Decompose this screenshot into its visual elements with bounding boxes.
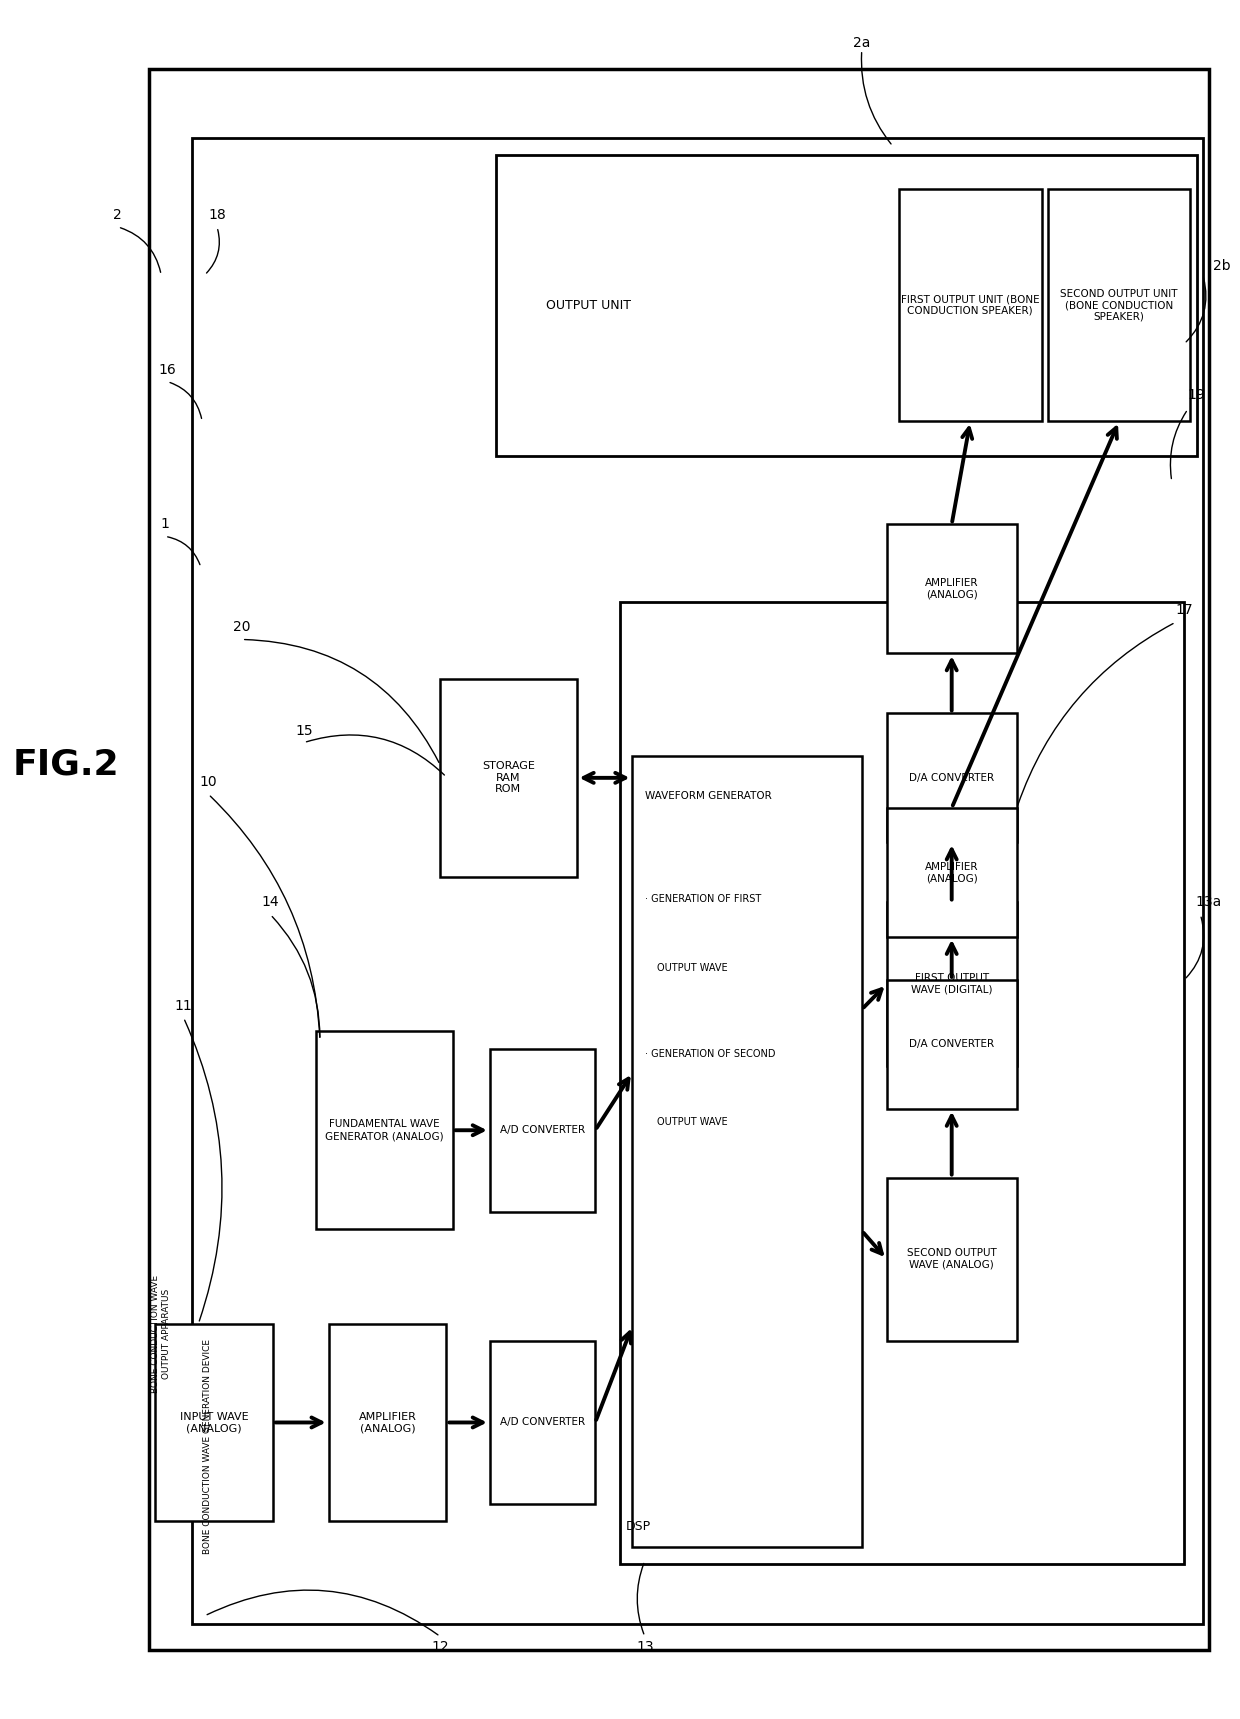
Text: AMPLIFIER
(ANALOG): AMPLIFIER (ANALOG) (358, 1411, 417, 1434)
Bar (496, 155, 1197, 456)
Text: OUTPUT WAVE: OUTPUT WAVE (657, 963, 728, 973)
Text: 17: 17 (1176, 603, 1193, 617)
Bar (887, 713, 1017, 842)
Text: 13a: 13a (1195, 896, 1223, 909)
Bar (899, 189, 1042, 421)
Text: 20: 20 (233, 621, 250, 634)
Text: A/D CONVERTER: A/D CONVERTER (500, 1418, 585, 1427)
Bar (316, 1031, 453, 1229)
Text: FIRST OUTPUT UNIT (BONE
CONDUCTION SPEAKER): FIRST OUTPUT UNIT (BONE CONDUCTION SPEAK… (901, 294, 1039, 316)
Text: FIRST OUTPUT
WAVE (DIGITAL): FIRST OUTPUT WAVE (DIGITAL) (911, 973, 992, 995)
Bar (329, 1324, 446, 1521)
Text: 14: 14 (262, 896, 279, 909)
Text: BONE CONDUCTION WAVE GENERATION DEVICE: BONE CONDUCTION WAVE GENERATION DEVICE (202, 1339, 212, 1554)
Text: 2b: 2b (1213, 260, 1230, 273)
Text: 12: 12 (432, 1640, 449, 1654)
Text: 11: 11 (175, 999, 192, 1012)
Bar (887, 980, 1017, 1109)
Bar (490, 1049, 595, 1212)
Text: SECOND OUTPUT
WAVE (ANALOG): SECOND OUTPUT WAVE (ANALOG) (906, 1248, 997, 1270)
Text: A/D CONVERTER: A/D CONVERTER (500, 1126, 585, 1135)
Bar (632, 756, 862, 1547)
Text: INPUT WAVE
(ANALOG): INPUT WAVE (ANALOG) (180, 1411, 248, 1434)
Text: AMPLIFIER
(ANALOG): AMPLIFIER (ANALOG) (925, 578, 978, 600)
Text: D/A CONVERTER: D/A CONVERTER (909, 1040, 994, 1049)
Text: 15: 15 (295, 724, 312, 737)
Bar (887, 808, 1017, 937)
Text: WAVEFORM GENERATOR: WAVEFORM GENERATOR (645, 791, 771, 801)
Text: 13: 13 (636, 1640, 653, 1654)
Bar (887, 1178, 1017, 1341)
Text: FIG.2: FIG.2 (12, 748, 119, 782)
Text: 19: 19 (1188, 388, 1205, 402)
Text: DSP: DSP (626, 1520, 651, 1533)
Bar (1048, 189, 1190, 421)
Text: 16: 16 (159, 363, 176, 376)
Text: SECOND OUTPUT UNIT
(BONE CONDUCTION
SPEAKER): SECOND OUTPUT UNIT (BONE CONDUCTION SPEA… (1060, 289, 1178, 321)
Text: D/A CONVERTER: D/A CONVERTER (909, 774, 994, 782)
Bar (155, 1324, 273, 1521)
Text: 2a: 2a (853, 36, 870, 50)
Bar (440, 679, 577, 877)
Text: STORAGE
RAM
ROM: STORAGE RAM ROM (482, 762, 534, 794)
Text: 2: 2 (113, 208, 123, 222)
Text: · GENERATION OF FIRST: · GENERATION OF FIRST (645, 894, 761, 904)
Bar (490, 1341, 595, 1504)
Bar (149, 69, 1209, 1650)
Text: 18: 18 (208, 208, 226, 222)
Text: BONE CONDUCTION WAVE
OUTPUT APPARATUS: BONE CONDUCTION WAVE OUTPUT APPARATUS (151, 1275, 171, 1392)
Text: OUTPUT WAVE: OUTPUT WAVE (657, 1117, 728, 1128)
Bar (887, 524, 1017, 653)
Text: 10: 10 (200, 775, 217, 789)
Text: OUTPUT UNIT: OUTPUT UNIT (546, 299, 631, 311)
Bar (192, 138, 1203, 1624)
Text: · GENERATION OF SECOND: · GENERATION OF SECOND (645, 1049, 775, 1059)
Text: FUNDAMENTAL WAVE
GENERATOR (ANALOG): FUNDAMENTAL WAVE GENERATOR (ANALOG) (325, 1119, 444, 1141)
Text: AMPLIFIER
(ANALOG): AMPLIFIER (ANALOG) (925, 861, 978, 884)
Bar (887, 902, 1017, 1066)
Bar (620, 602, 1184, 1564)
Text: 1: 1 (160, 517, 170, 531)
